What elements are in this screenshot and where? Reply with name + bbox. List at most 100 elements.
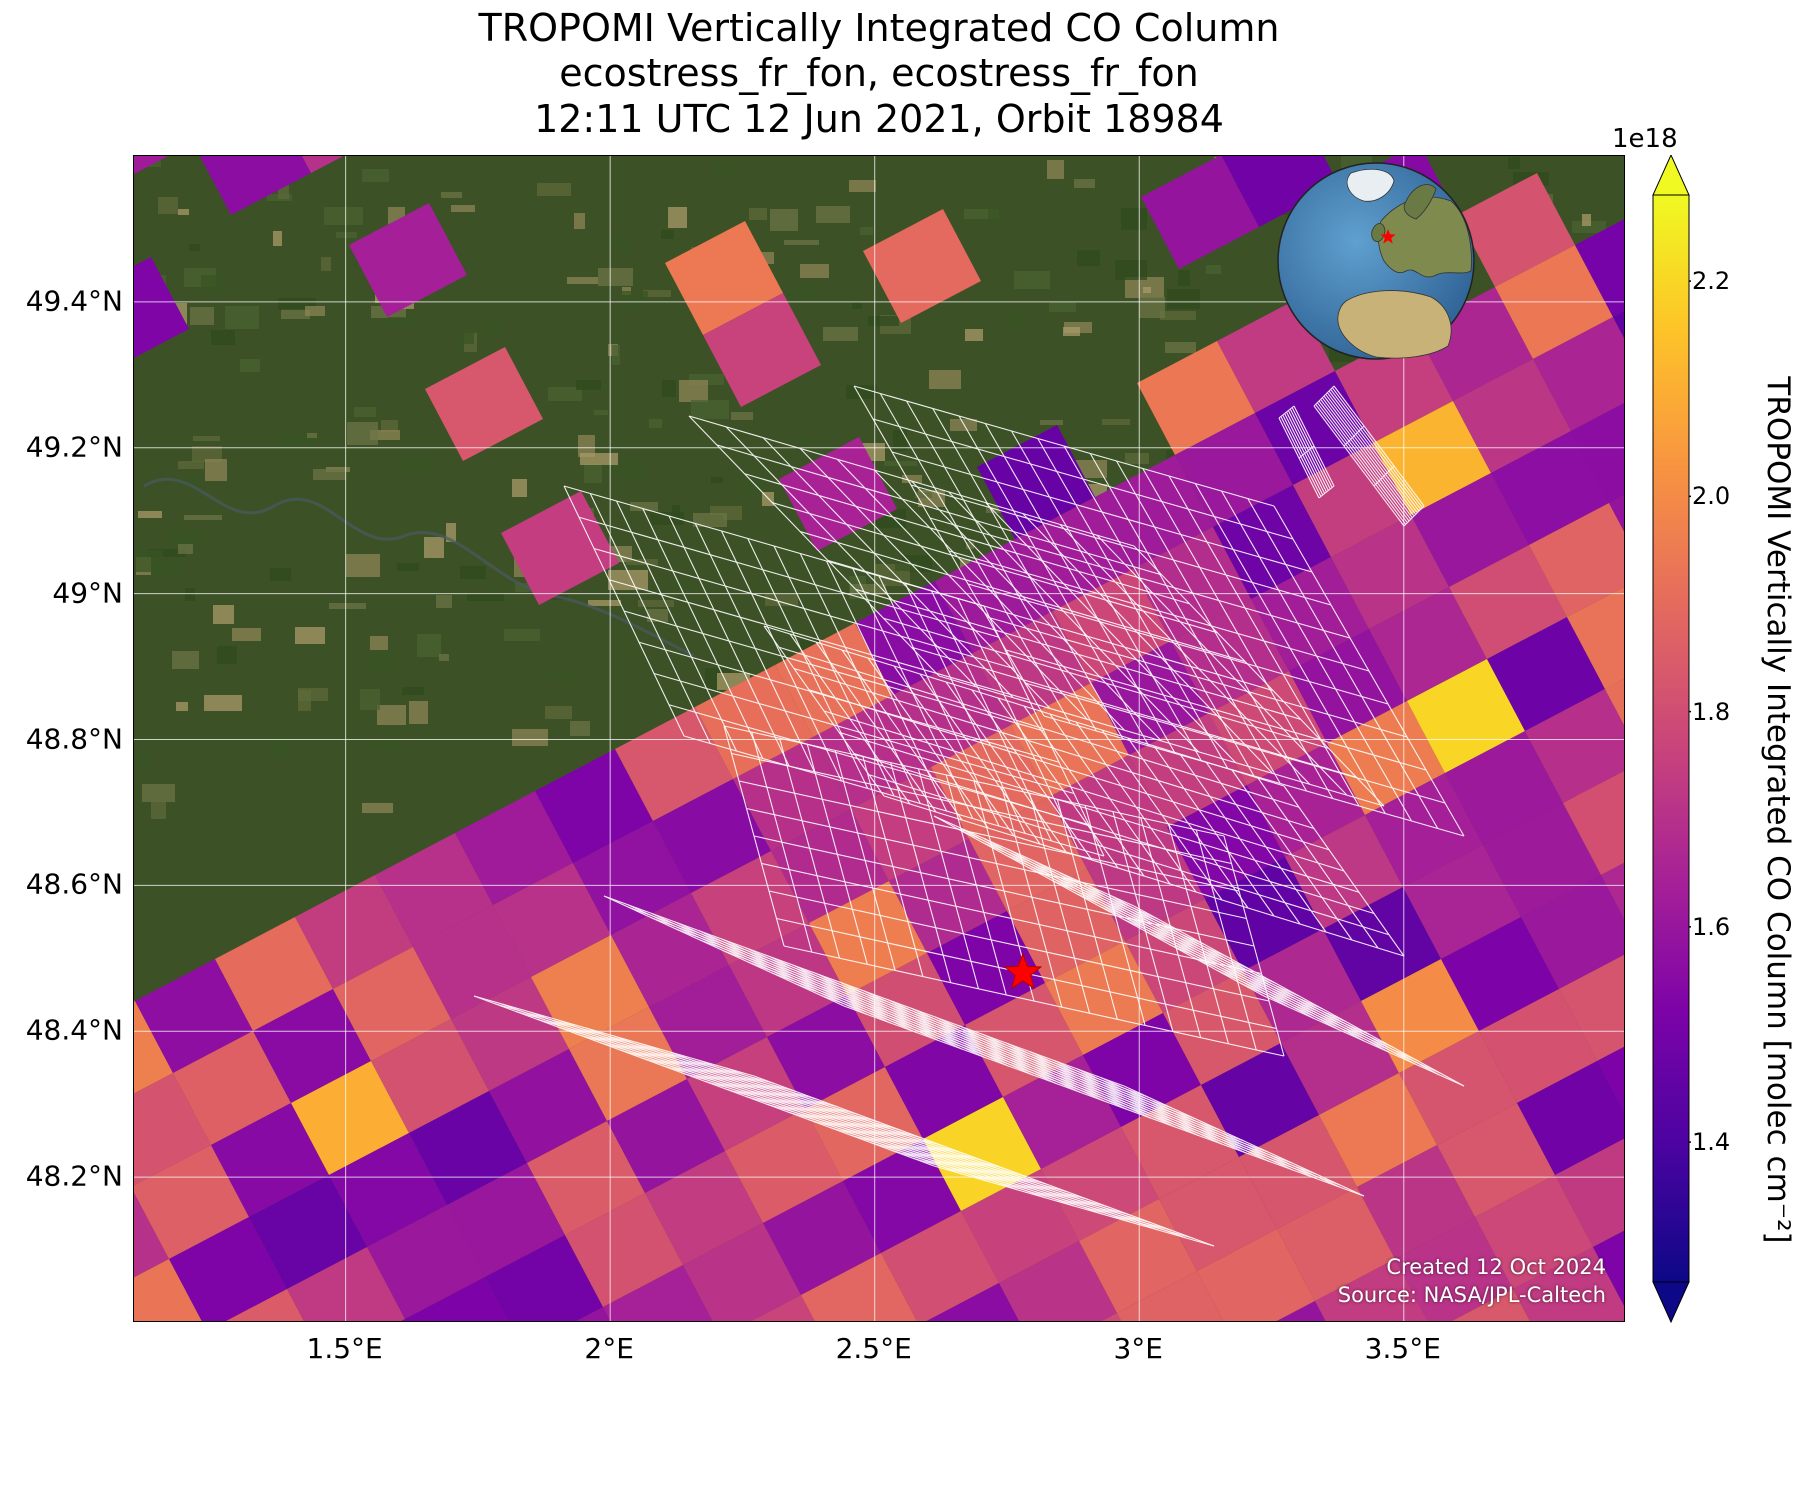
co-pixel: [295, 875, 413, 989]
land-patch: [608, 570, 648, 590]
land-patch: [1167, 289, 1200, 309]
co-pixel: [1479, 989, 1597, 1103]
land-patch: [153, 560, 180, 577]
co-pixel: [751, 1295, 815, 1321]
land-patch: [784, 240, 819, 245]
co-pixel: [333, 947, 451, 1061]
co-pixel: [451, 977, 569, 1091]
co-pixel: [1361, 959, 1479, 1073]
co-pixel: [615, 707, 733, 821]
land-patch: [134, 754, 151, 763]
y-tick-label: 49.2°N: [25, 430, 123, 464]
co-pixel: [489, 1049, 607, 1163]
co-pixel: [367, 1205, 485, 1319]
colorbar-extend-bottom: [1652, 1281, 1690, 1324]
co-pixel: [665, 221, 783, 335]
co-pixel: [1487, 617, 1605, 731]
land-patch: [436, 595, 452, 608]
land-patch: [608, 462, 643, 478]
co-pixel: [725, 1109, 843, 1223]
land-patch: [1160, 311, 1196, 320]
footprint-scene: [473, 995, 1215, 1247]
title-line-3: 12:11 UTC 12 Jun 2021, Orbit 18984: [534, 97, 1224, 141]
land-patch: [964, 209, 999, 219]
map-panel[interactable]: Created 12 Oct 2024 Source: NASA/JPL-Cal…: [133, 155, 1625, 1322]
y-tick-label: 49°N: [52, 576, 123, 610]
land-patch: [402, 687, 424, 695]
land-patch: [1040, 420, 1063, 425]
co-pixel: [809, 881, 927, 995]
land-patch: [731, 412, 753, 420]
co-pixel: [1601, 862, 1624, 919]
land-patch: [1014, 271, 1050, 289]
map-canvas[interactable]: [134, 156, 1625, 1322]
land-patch: [193, 436, 220, 441]
globe-land-eurasia: [1377, 196, 1472, 278]
co-pixel: [1411, 473, 1529, 587]
land-patch: [362, 803, 393, 813]
land-patch: [679, 380, 708, 402]
ecostress-footprints: [473, 385, 1465, 1247]
land-patch: [185, 588, 195, 601]
co-pixel: [1575, 219, 1624, 317]
land-patch: [580, 453, 618, 465]
co-pixel: [1593, 1230, 1624, 1306]
co-pixel: [1281, 1001, 1399, 1115]
land-patch: [213, 605, 234, 624]
land-patch: [362, 169, 389, 182]
x-tick-label: 3°E: [1113, 1332, 1163, 1365]
land-patch: [547, 673, 585, 680]
co-pixel: [1369, 587, 1487, 701]
land-patch: [950, 419, 977, 431]
y-tick-label: 48.8°N: [25, 722, 123, 755]
land-patch: [638, 600, 674, 607]
globe-star-marker: [1380, 229, 1396, 244]
colorbar-gradient: [1652, 194, 1690, 1283]
globe-land-greenland: [1346, 168, 1395, 202]
inset-globe: [1277, 162, 1475, 360]
co-pixel: [1521, 875, 1624, 989]
footprint-scene: [853, 385, 1465, 837]
co-pixel: [1221, 156, 1339, 227]
land-patch: [884, 461, 917, 466]
co-pixel: [134, 1001, 173, 1094]
co-pixel: [1079, 1199, 1197, 1313]
land-patch: [460, 566, 486, 579]
co-pixel: [703, 293, 821, 407]
co-pixel: [1555, 1138, 1624, 1247]
co-pixel: [1395, 1217, 1513, 1321]
land-patch: [1582, 214, 1591, 226]
land-patch: [138, 511, 162, 518]
land-patch: [846, 385, 877, 399]
land-patch: [504, 629, 540, 641]
land-patch: [176, 702, 188, 711]
co-pixel: [1399, 1031, 1517, 1145]
land-patch: [966, 542, 974, 549]
co-pixel: [413, 905, 531, 1019]
land-patch: [329, 603, 366, 609]
land-patch: [545, 706, 572, 719]
land-patch: [704, 515, 723, 526]
land-patch: [578, 435, 595, 457]
land-patch: [232, 628, 261, 641]
land-patch: [370, 652, 395, 674]
y-tick-label: 48.6°N: [25, 867, 123, 901]
land-patch: [457, 332, 474, 344]
land-patch: [584, 464, 602, 483]
land-patch: [217, 646, 237, 664]
land-patch: [673, 581, 689, 590]
co-pixel: [1513, 1247, 1624, 1321]
land-patch: [902, 475, 922, 483]
co-pixel: [1457, 173, 1575, 287]
land-patch: [370, 740, 404, 750]
credit-source: Source: NASA/JPL-Caltech: [1337, 1283, 1606, 1307]
co-pixel: [1331, 515, 1449, 629]
land-patch: [439, 654, 449, 661]
co-pixel: [1045, 941, 1163, 1055]
co-pixel: [1597, 1046, 1624, 1113]
land-patch: [451, 205, 475, 212]
land-patch: [190, 307, 214, 325]
co-pixel: [855, 581, 973, 695]
co-pixel: [211, 1103, 329, 1217]
land-patch: [1143, 287, 1151, 293]
